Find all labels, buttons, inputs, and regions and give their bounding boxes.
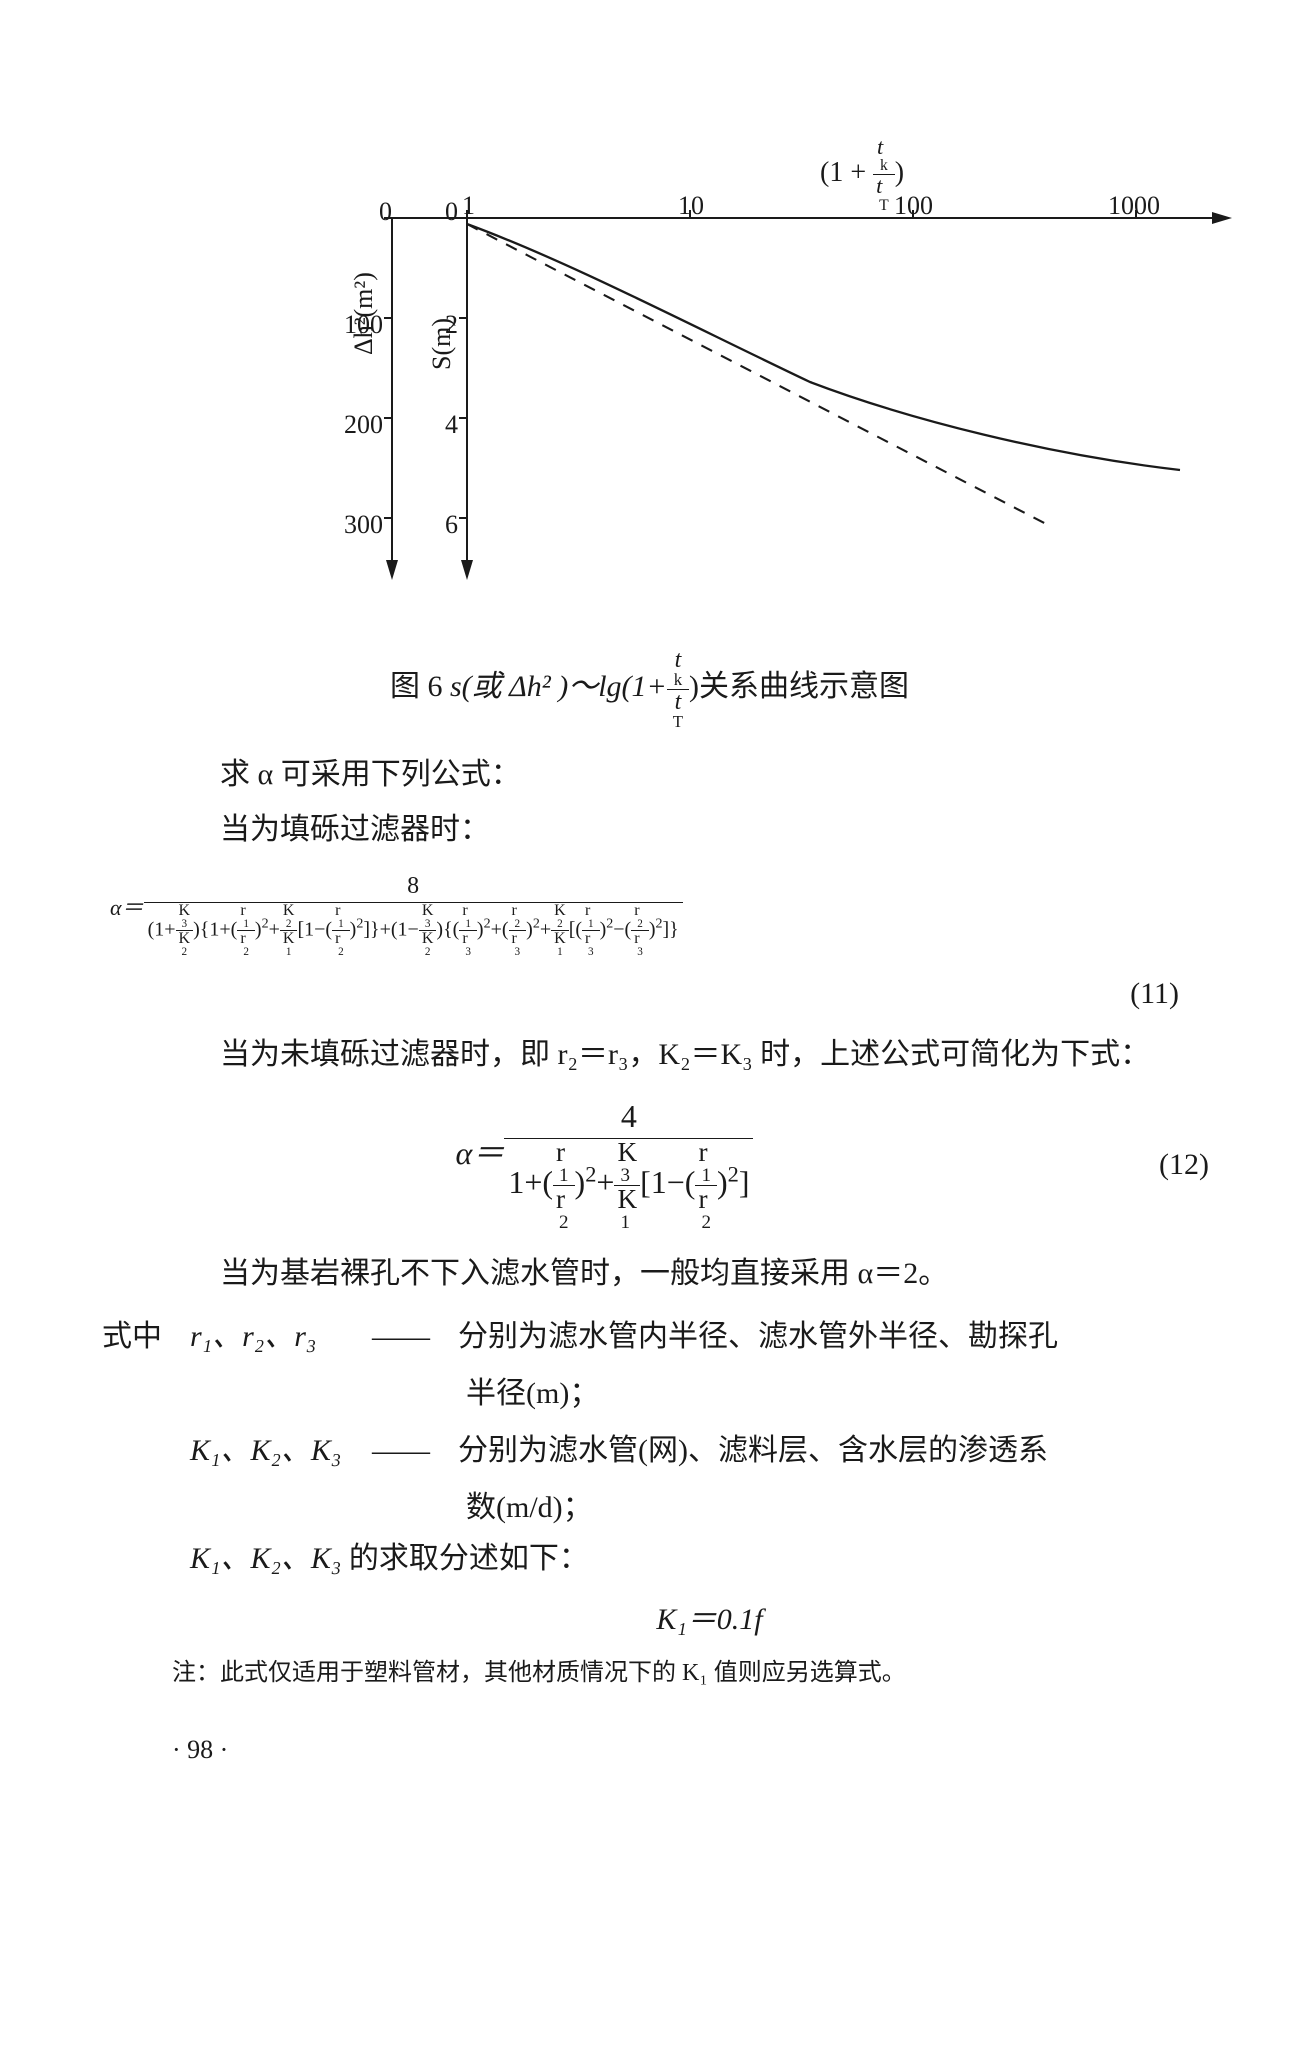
eq12-lhs: α＝ <box>456 1096 505 1232</box>
equation-11: α＝ 8 (1+K3K2){1+(r1r2)2+K2K1[1−(r1r2)2]}… <box>90 871 1209 959</box>
para-1: 求 α 可采用下列公式： <box>160 749 1209 800</box>
where2-def: 分别为滤水管(网)、滤料层、含水层的渗透系 <box>458 1425 1209 1476</box>
x-tick-100: 100 <box>894 184 933 228</box>
y1-axis-label: Δh²(m²) <box>342 272 386 355</box>
where2-term: K₁、K₂、K₃ <box>190 1425 372 1476</box>
y2-axis-label: S(m) <box>420 318 464 370</box>
where1-term: r₁、r₂、r₃ <box>190 1311 372 1362</box>
k-intro: K₁、K₂、K₃ K₁、K₂、K₃ 的求取分述如下：的求取分述如下： <box>190 1533 1209 1584</box>
eq11-label: (11) <box>90 968 1209 1019</box>
figure-6: (1 + tktT) <box>350 140 1250 630</box>
x-tick-1: 1 <box>462 184 475 228</box>
where-intro: 式中 <box>102 1311 190 1362</box>
para-2: 当为填砾过滤器时： <box>160 804 1209 855</box>
para-4: 当为基岩裸孔不下入滤水管时，一般均直接采用 α＝2。 <box>160 1248 1209 1299</box>
y1-tick-300: 300 <box>344 503 383 547</box>
x-tick-1000: 1000 <box>1108 184 1160 228</box>
eq12-den: 1+(r1r2)2+K3K1[1−(r1r2)2] <box>504 1138 753 1233</box>
where1-def: 分别为滤水管内半径、滤水管外半径、勘探孔 <box>458 1311 1209 1362</box>
k1-equation: K₁＝0.1f <box>210 1594 1209 1645</box>
y2-tick-4: 4 <box>445 403 458 447</box>
where2-def-b: 数(m/d)； <box>466 1482 1209 1533</box>
y2-tick-0: 0 <box>445 190 458 234</box>
equation-12: α＝ 4 1+(r1r2)2+K3K1[1−(r1r2)2] (12) <box>90 1096 1209 1232</box>
eq11-num: 8 <box>403 871 423 902</box>
x-tick-10: 10 <box>678 184 704 228</box>
eq11-lhs: α＝ <box>110 871 144 959</box>
figure-caption: 图 6 s(或 Δh² )～lg(1+tktT)关系曲线示意图 <box>90 648 1209 731</box>
page-number: · 98 · <box>172 1728 1209 1772</box>
y2-tick-6: 6 <box>445 503 458 547</box>
eq12-label: (12) <box>1119 1139 1209 1190</box>
where1-def-b: 半径(m)； <box>466 1368 1209 1419</box>
y1-tick-0: 0 <box>379 190 392 234</box>
footnote: 注：此式仅适用于塑料管材，其他材质情况下的 K₁ 值则应另选算式。 <box>172 1653 1209 1694</box>
para-3: 当为未填砾过滤器时，即 r₂＝r₃，K₂＝K₃ 时，上述公式可简化为下式： <box>160 1029 1209 1080</box>
where-list: 式中 r₁、r₂、r₃ —— 分别为滤水管内半径、滤水管外半径、勘探孔 半径(m… <box>102 1311 1209 1584</box>
where-sep: —— <box>372 1311 458 1362</box>
eq12-num: 4 <box>617 1096 641 1138</box>
eq11-den: (1+K3K2){1+(r1r2)2+K2K1[1−(r1r2)2]}+(1−K… <box>144 902 683 958</box>
y1-tick-200: 200 <box>344 403 383 447</box>
